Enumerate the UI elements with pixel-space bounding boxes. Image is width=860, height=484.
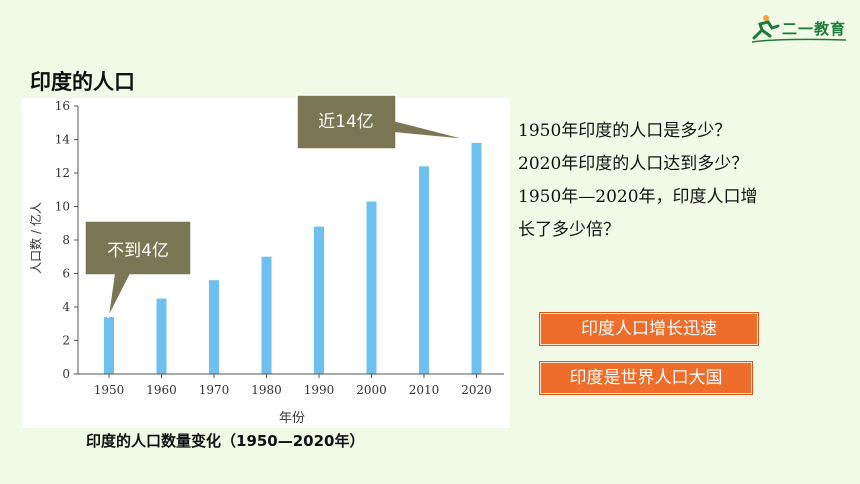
- bar-1980: [261, 256, 272, 374]
- chart-caption: 印度的人口数量变化（1950—2020年）: [86, 432, 365, 450]
- callout-14: 近14亿: [296, 94, 471, 150]
- x-tick-label: 1990: [304, 383, 335, 397]
- question-line: 2020年印度的人口达到多少？: [518, 154, 749, 174]
- y-tick-label: 14: [55, 133, 71, 147]
- y-tick-label: 10: [55, 200, 70, 214]
- callout-4-text: 不到4亿: [107, 241, 169, 261]
- logo-icon: [751, 15, 847, 43]
- chart-y-ticks: 0 2 4 6 8 10 12 14 16: [55, 99, 78, 381]
- tag-growth-fast: 印度人口增长迅速: [540, 313, 758, 345]
- bar-2010: [419, 166, 429, 374]
- x-axis-label: 年份: [279, 411, 305, 426]
- y-tick-label: 2: [62, 334, 70, 348]
- question-list: 1950年印度的人口是多少？ 2020年印度的人口达到多少？ 1950年—202…: [518, 115, 818, 247]
- callout-14-text: 近14亿: [318, 112, 374, 132]
- y-axis-label: 人口数 / 亿人: [28, 202, 43, 274]
- callout-4: 不到4亿: [84, 220, 192, 319]
- bar-chart: 1950 1960 1970 1980 1990 2000 2010 2020 0 2 4 6 8 10…: [28, 99, 504, 426]
- y-tick-label: 12: [55, 166, 70, 180]
- chart-x-ticks: 1950 1960 1970 1980 1990 2000 2010 2020: [94, 374, 492, 397]
- x-tick-label: 2000: [356, 383, 387, 397]
- y-tick-label: 8: [62, 233, 70, 247]
- question-line: 1950年印度的人口是多少？: [518, 121, 732, 141]
- logo-text: 二一教育: [782, 20, 847, 38]
- x-tick-label: 1970: [199, 383, 230, 397]
- x-tick-label: 1980: [251, 383, 282, 397]
- bar-1950: [104, 317, 114, 374]
- bar-2020: [471, 142, 482, 374]
- bar-1960: [156, 298, 167, 374]
- y-tick-label: 0: [62, 367, 70, 381]
- x-tick-label: 1960: [146, 383, 177, 397]
- x-tick-label: 1950: [94, 383, 125, 397]
- slide-title: 印度的人口: [30, 70, 135, 94]
- bar-1970: [209, 280, 219, 374]
- x-tick-label: 2010: [409, 383, 440, 397]
- question-line: 长了多少倍？: [518, 220, 620, 240]
- bar-1990: [314, 226, 324, 374]
- tag-population-power: 印度是世界人口大国: [540, 362, 752, 394]
- question-line: 1950年—2020年，印度人口增: [518, 187, 758, 207]
- x-tick-label: 2020: [461, 383, 492, 397]
- chart-bars: [104, 142, 482, 374]
- y-tick-label: 16: [55, 99, 70, 113]
- y-tick-label: 4: [62, 300, 70, 314]
- y-tick-label: 6: [62, 267, 70, 281]
- bar-2000: [366, 201, 377, 374]
